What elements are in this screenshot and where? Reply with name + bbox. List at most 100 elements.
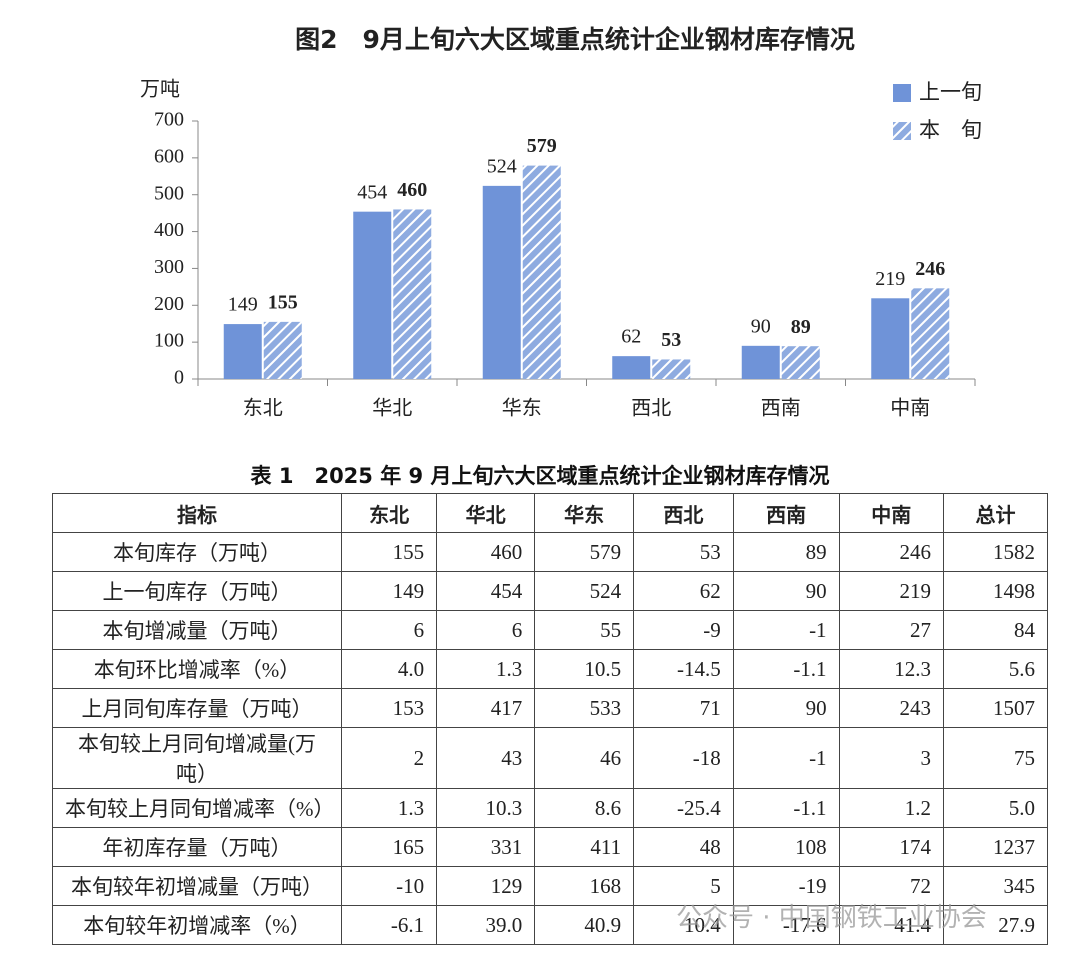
bar	[741, 345, 780, 379]
cell: -17.6	[732, 905, 840, 945]
cell: 90	[732, 688, 840, 728]
cell: 174	[838, 827, 945, 867]
cell: 533	[534, 688, 635, 728]
cell: 1507	[943, 688, 1048, 728]
cell: 6	[341, 610, 438, 650]
bar	[263, 321, 302, 379]
header-cell: 西南	[732, 493, 840, 533]
cell: 43	[436, 727, 536, 789]
cell: 62	[633, 571, 734, 611]
bar	[781, 346, 820, 379]
x-tick-label: 华东	[502, 396, 542, 420]
cell: 4.0	[341, 649, 438, 689]
header-cell: 东北	[341, 493, 438, 533]
row-label: 年初库存量（万吨）	[51, 827, 343, 867]
cell: 1237	[943, 827, 1048, 867]
header-row: 指标 东北 华北 华东 西北 西南 中南 总计	[51, 493, 1048, 533]
cell: 153	[341, 688, 438, 728]
row-label: 本旬较上月同旬增减量(万吨）	[51, 727, 343, 789]
row-label: 本旬较年初增减率（%）	[51, 905, 343, 945]
bar	[353, 211, 392, 379]
cell: 5.0	[943, 788, 1048, 828]
data-label: 246	[915, 258, 945, 280]
chart: 图2 9月上旬六大区域重点统计企业钢材库存情况 万吨 0 100 200 300 400…	[140, 25, 982, 420]
cell: 5.6	[943, 649, 1048, 689]
x-tick-label: 西北	[631, 396, 671, 420]
table-row: 本旬增减量（万吨） 6 6 55 -9 -1 27 84	[51, 610, 1048, 650]
cell: 12.3	[838, 649, 945, 689]
table-row: 本旬较年初增减量（万吨） -10 129 168 5 -19 72 345	[51, 866, 1048, 906]
cell: 1498	[943, 571, 1048, 611]
row-label: 上月同旬库存量（万吨）	[51, 688, 343, 728]
legend-swatch	[893, 84, 911, 102]
row-label: 本旬增减量（万吨）	[51, 610, 343, 650]
bar	[482, 185, 521, 379]
data-table: 指标 东北 华北 华东 西北 西南 中南 总计 本旬库存（万吨） 155 460 579 53 89 246…	[51, 493, 1048, 945]
row-label: 本旬较年初增减量（万吨）	[51, 866, 343, 906]
row-label: 本旬库存（万吨）	[51, 532, 343, 572]
cell: 53	[633, 532, 734, 572]
data-label: 155	[268, 291, 298, 313]
x-tick-label: 华北	[372, 396, 412, 420]
legend-label: 上一旬	[919, 80, 982, 104]
cell: 243	[838, 688, 945, 728]
data-label: 89	[791, 316, 811, 338]
cell: 345	[943, 866, 1048, 906]
cell: 40.9	[534, 905, 635, 945]
y-tick-label: 0	[174, 367, 184, 389]
row-label: 本旬较上月同旬增减率（%）	[51, 788, 343, 828]
cell: 331	[436, 827, 536, 867]
data-label: 454	[357, 181, 387, 203]
table-row: 本旬较年初增减率（%） -6.1 39.0 40.9 10.4 -17.6 41.4 27.9	[51, 905, 1048, 945]
table-row: 本旬较上月同旬增减量(万吨） 2 43 46 -18 -1 3 75	[51, 727, 1048, 789]
cell: 90	[732, 571, 840, 611]
cell: 84	[943, 610, 1048, 650]
cell: 10.4	[633, 905, 734, 945]
cell: -18	[633, 727, 734, 789]
bar	[393, 209, 432, 379]
bar	[522, 165, 561, 379]
header-cell: 华北	[436, 493, 536, 533]
y-tick-label: 200	[154, 293, 184, 315]
header-cell: 华东	[534, 493, 635, 533]
cell: 39.0	[436, 905, 536, 945]
chart-title: 图2 9月上旬六大区域重点统计企业钢材库存情况	[295, 25, 855, 54]
table-row: 本旬较上月同旬增减率（%） 1.3 10.3 8.6 -25.4 -1.1 1.2 5.0	[51, 788, 1048, 828]
cell: 149	[341, 571, 438, 611]
cell: 10.5	[534, 649, 635, 689]
cell: 411	[534, 827, 635, 867]
cell: -1	[732, 727, 840, 789]
data-label: 460	[397, 179, 427, 201]
table-row: 本旬环比增减率（%） 4.0 1.3 10.5 -14.5 -1.1 12.3 5.6	[51, 649, 1048, 689]
bar	[911, 288, 950, 379]
y-tick-label: 700	[154, 109, 184, 131]
cell: -9	[633, 610, 734, 650]
bar	[871, 298, 910, 379]
cell: 155	[341, 532, 438, 572]
cell: 219	[838, 571, 945, 611]
cell: 417	[436, 688, 536, 728]
header-cell: 总计	[943, 493, 1048, 533]
cell: 89	[732, 532, 840, 572]
legend-swatch	[893, 122, 911, 140]
cell: 524	[534, 571, 635, 611]
data-label: 579	[527, 135, 557, 157]
y-axis-label: 万吨	[140, 77, 180, 101]
table-title: 表 1 2025 年 9 月上旬六大区域重点统计企业钢材库存情况	[250, 464, 830, 488]
cell: 129	[436, 866, 536, 906]
cell: 75	[943, 727, 1048, 789]
cell: -25.4	[633, 788, 734, 828]
y-tick-label: 600	[154, 145, 184, 167]
cell: -1	[732, 610, 840, 650]
cell: 579	[534, 532, 635, 572]
y-tick-label: 100	[154, 330, 184, 352]
bar	[223, 324, 262, 379]
cell: 246	[838, 532, 945, 572]
row-label: 本旬环比增减率（%）	[51, 649, 343, 689]
cell: 165	[341, 827, 438, 867]
cell: 454	[436, 571, 536, 611]
cell: 2	[341, 727, 438, 789]
x-tick-label: 东北	[243, 396, 283, 420]
cell: 1.3	[341, 788, 438, 828]
